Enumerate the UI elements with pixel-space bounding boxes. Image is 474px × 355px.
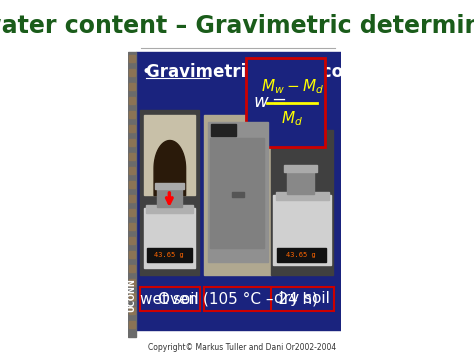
FancyBboxPatch shape bbox=[204, 287, 272, 311]
Bar bbox=[129, 69, 135, 76]
Bar bbox=[144, 115, 195, 195]
Bar bbox=[136, 52, 341, 330]
Bar bbox=[129, 97, 135, 104]
Bar bbox=[129, 293, 135, 300]
Bar bbox=[231, 192, 244, 197]
Bar bbox=[128, 52, 136, 337]
Bar bbox=[129, 209, 135, 216]
Bar bbox=[129, 223, 135, 230]
Text: wet soil: wet soil bbox=[140, 291, 199, 306]
Bar bbox=[211, 124, 236, 136]
Bar bbox=[128, 0, 341, 52]
Text: Copyright© Markus Tuller and Dani Or2002-2004: Copyright© Markus Tuller and Dani Or2002… bbox=[148, 344, 336, 353]
Bar bbox=[129, 111, 135, 118]
Bar bbox=[129, 125, 135, 132]
Bar bbox=[129, 321, 135, 328]
Bar bbox=[146, 205, 193, 213]
Bar bbox=[208, 122, 267, 262]
Bar bbox=[147, 248, 192, 262]
Bar bbox=[129, 307, 135, 314]
Bar bbox=[271, 130, 333, 275]
Bar bbox=[129, 237, 135, 244]
Text: $w =$: $w =$ bbox=[253, 93, 286, 111]
Bar bbox=[129, 265, 135, 272]
Bar bbox=[210, 138, 264, 248]
Bar bbox=[140, 110, 199, 275]
Bar bbox=[129, 55, 135, 62]
Bar bbox=[287, 168, 314, 194]
Bar bbox=[129, 153, 135, 160]
Bar bbox=[129, 251, 135, 258]
Text: Soil water content – Gravimetric determination: Soil water content – Gravimetric determi… bbox=[0, 14, 474, 38]
Bar bbox=[273, 195, 331, 265]
Bar bbox=[129, 279, 135, 286]
Text: •: • bbox=[141, 63, 151, 81]
Text: UCONN: UCONN bbox=[128, 278, 137, 312]
FancyBboxPatch shape bbox=[271, 287, 334, 311]
Bar bbox=[276, 192, 329, 200]
Text: $M_w - M_d$: $M_w - M_d$ bbox=[261, 78, 324, 96]
Bar bbox=[155, 183, 184, 189]
Text: $M_d$: $M_d$ bbox=[282, 110, 303, 129]
Text: dry soil: dry soil bbox=[274, 291, 330, 306]
Bar bbox=[129, 139, 135, 146]
Bar bbox=[129, 83, 135, 90]
Bar bbox=[129, 181, 135, 188]
FancyBboxPatch shape bbox=[246, 58, 325, 147]
Bar bbox=[284, 165, 317, 172]
Text: 43.65 g: 43.65 g bbox=[155, 252, 184, 258]
Bar bbox=[277, 248, 326, 262]
Bar bbox=[129, 167, 135, 174]
Text: Gravimetric water content: Gravimetric water content bbox=[146, 63, 394, 81]
Bar bbox=[204, 115, 271, 275]
Bar bbox=[129, 195, 135, 202]
Bar bbox=[157, 185, 182, 207]
Text: Oven (105 °C – 24 h): Oven (105 °C – 24 h) bbox=[158, 291, 318, 306]
FancyBboxPatch shape bbox=[140, 287, 200, 311]
Bar bbox=[144, 208, 195, 268]
Text: 43.65 g: 43.65 g bbox=[286, 252, 316, 258]
